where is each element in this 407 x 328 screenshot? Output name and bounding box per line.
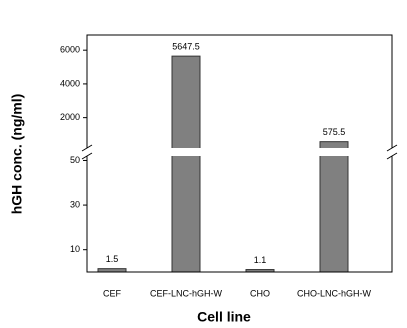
y-tick-label: 4000 (60, 78, 80, 88)
value-label: 1.5 (106, 254, 119, 264)
value-label: 1.1 (254, 255, 267, 265)
y-axis-label: hGH conc. (ng/ml) (9, 94, 25, 215)
break-mark (386, 152, 398, 160)
y-tick-label: 30 (70, 199, 80, 209)
y-tick-label: 6000 (60, 45, 80, 55)
x-tick-label: CHO (250, 288, 270, 298)
y-tick-label: 10 (70, 244, 80, 254)
break-mark (81, 144, 93, 152)
value-label: 5647.5 (172, 41, 200, 51)
axis-break-gap (81, 148, 398, 156)
bar (171, 55, 201, 273)
y-tick-label: 2000 (60, 112, 80, 122)
x-axis-label: Cell line (197, 309, 251, 325)
x-tick-label: CEF (103, 288, 122, 298)
y-tick-label: 50 (70, 155, 80, 165)
x-tick-label: CHO-LNC-hGH-W (297, 288, 372, 298)
bar (319, 141, 349, 273)
bar (97, 268, 127, 273)
value-label: 575.5 (323, 127, 346, 137)
break-mark (81, 152, 93, 160)
x-tick-label: CEF-LNC-hGH-W (150, 288, 223, 298)
break-mark (386, 144, 398, 152)
